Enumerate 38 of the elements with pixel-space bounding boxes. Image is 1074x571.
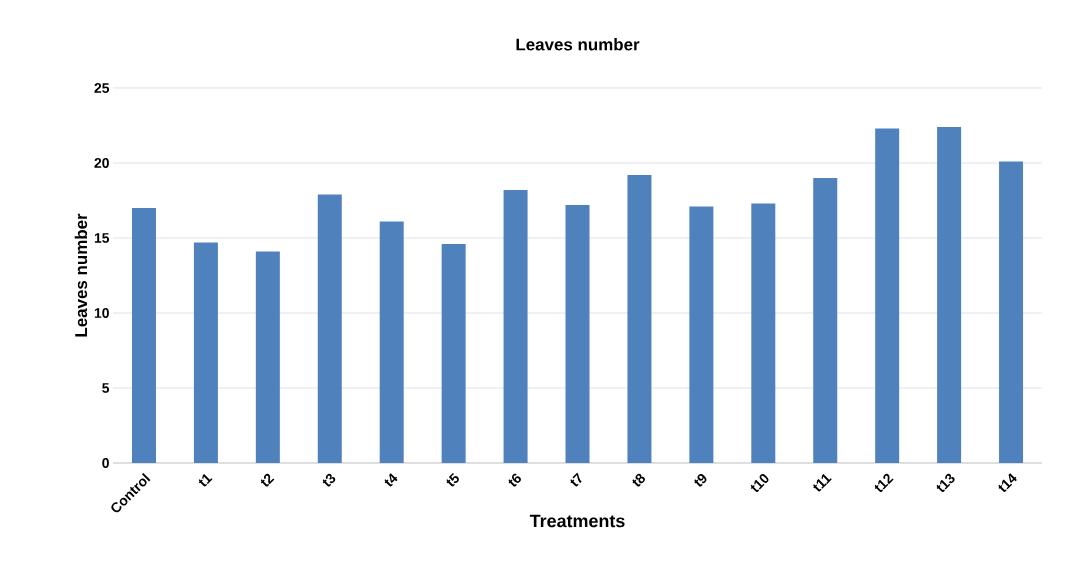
bar bbox=[627, 175, 652, 463]
x-tick-label: t8 bbox=[632, 473, 645, 487]
bar bbox=[317, 194, 342, 463]
bar bbox=[565, 205, 590, 463]
x-tick-label: t10 bbox=[750, 473, 769, 493]
y-tick-label: 20 bbox=[94, 158, 109, 168]
x-tick-label: t6 bbox=[508, 473, 521, 487]
bar bbox=[751, 203, 776, 463]
chart-title: Leaves number bbox=[516, 38, 640, 51]
y-axis-title: Leaves number bbox=[74, 213, 88, 337]
x-tick-label: t5 bbox=[446, 472, 459, 487]
bar bbox=[441, 244, 466, 463]
x-axis-title: Treatments bbox=[529, 514, 625, 528]
bar bbox=[255, 251, 280, 463]
y-tick-label: 0 bbox=[102, 458, 109, 468]
x-tick-label: t3 bbox=[322, 473, 336, 487]
y-tick-label: 5 bbox=[102, 383, 110, 393]
y-tick-label: 25 bbox=[94, 83, 110, 93]
x-tick-label: t7 bbox=[570, 472, 582, 487]
x-tick-label: t14 bbox=[998, 473, 1017, 492]
bar bbox=[937, 127, 962, 463]
x-tick-label: t12 bbox=[874, 473, 894, 493]
x-tick-label: t4 bbox=[384, 473, 398, 487]
y-tick-label: 10 bbox=[94, 308, 109, 318]
bar bbox=[813, 178, 838, 463]
bar bbox=[503, 190, 528, 463]
bar bbox=[193, 242, 218, 463]
bar bbox=[131, 208, 156, 463]
x-tick-label: t2 bbox=[260, 473, 275, 487]
bar bbox=[999, 161, 1024, 463]
y-tick-label: 15 bbox=[94, 233, 110, 243]
x-tick-label: t11 bbox=[813, 474, 832, 492]
x-tick-label: t13 bbox=[936, 473, 955, 493]
bar bbox=[689, 206, 714, 463]
bar bbox=[875, 128, 900, 463]
x-tick-label: t9 bbox=[694, 473, 707, 487]
bar bbox=[379, 221, 404, 463]
x-tick-label: t1 bbox=[198, 474, 213, 487]
